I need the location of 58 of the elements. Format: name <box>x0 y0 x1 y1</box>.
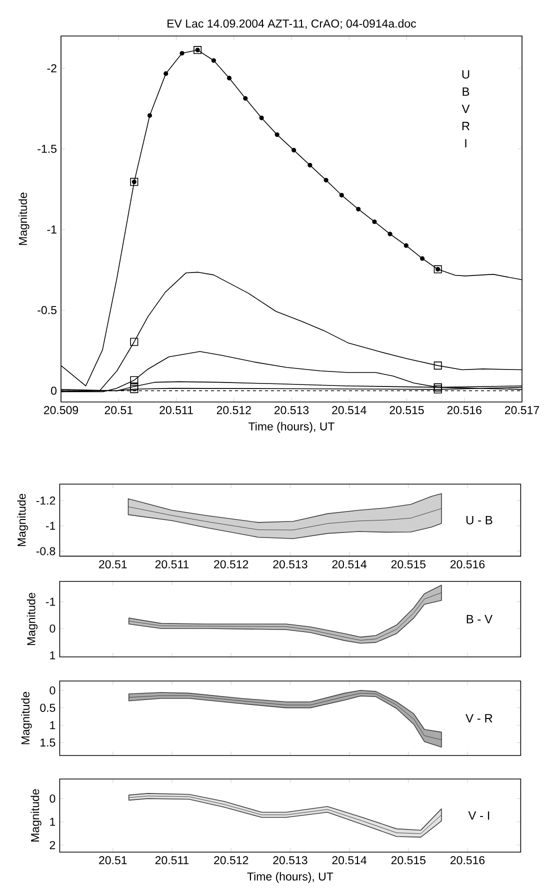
y-axis-title: Magnitude <box>30 789 42 842</box>
y-tick-label: -0.5 <box>38 306 56 314</box>
annotation: U <box>462 70 470 79</box>
annotation: B <box>462 88 470 96</box>
y-tick-label: -1.2 <box>36 496 56 505</box>
y-tick-label: 1 <box>50 721 56 730</box>
x-tick-label: 20.517 <box>504 406 539 414</box>
y-axis-title: Magnitude <box>21 692 32 744</box>
y-tick-label: 1.5 <box>40 738 56 747</box>
x-tick-label: 20.515 <box>390 406 424 414</box>
annotation: V <box>462 104 470 113</box>
x-tick-label: 20.514 <box>332 406 366 414</box>
y-tick-label: 0 <box>50 624 56 633</box>
x-tick-label: 20.513 <box>273 856 308 864</box>
y-tick-label: -1.5 <box>38 144 56 153</box>
y-tick-label: 0 <box>51 386 57 395</box>
x-tick-label: 20.511 <box>155 856 189 864</box>
x-tick-label: 20.515 <box>391 560 426 568</box>
annotation: R <box>462 122 470 130</box>
x-tick-label: 20.511 <box>160 406 193 414</box>
y-tick-label: 2 <box>50 841 56 850</box>
chart-title: EV Lac 14.09.2004 AZT-11, CrAO; 04-0914a.doc <box>168 19 416 29</box>
text: V - I <box>468 811 490 820</box>
y-tick-label: 0 <box>50 686 56 694</box>
y-tick-label: -1 <box>47 226 56 234</box>
x-tick-label: 20.51 <box>104 406 132 414</box>
x-tick-label: 20.516 <box>447 406 482 414</box>
y-tick-label: -2 <box>47 64 56 72</box>
y-tick-label: 0.5 <box>40 704 56 712</box>
y-tick-label: 0 <box>50 794 56 803</box>
text: U - B <box>466 516 492 524</box>
x-tick-label: 20.512 <box>214 856 248 864</box>
x-tick-label: 20.514 <box>332 856 367 864</box>
y-tick-label: 1 <box>50 818 56 826</box>
y-tick-label: -1 <box>46 522 56 530</box>
y-tick-label: -0.8 <box>36 547 56 556</box>
x-tick-label: 20.511 <box>155 560 189 568</box>
x-axis-title: Time (hours), UT <box>247 872 334 883</box>
x-tick-label: 20.51 <box>99 856 127 864</box>
x-tick-label: 20.51 <box>99 560 127 568</box>
x-tick-label: 20.516 <box>450 856 485 864</box>
x-tick-label: 20.512 <box>216 406 251 414</box>
x-tick-label: 20.509 <box>44 406 78 414</box>
text: B - V <box>466 615 492 624</box>
y-axis-title: Magnitude <box>26 592 38 646</box>
x-axis-title: Time (hours), UT <box>248 422 334 433</box>
y-axis-title: Magnitude <box>17 494 28 546</box>
x-tick-label: 20.512 <box>214 560 248 568</box>
x-tick-label: 20.516 <box>450 560 485 568</box>
x-tick-label: 20.513 <box>273 560 308 568</box>
annotation: I <box>465 139 466 148</box>
x-tick-label: 20.515 <box>391 856 426 864</box>
y-axis-title: Magnitude <box>18 192 30 245</box>
y-tick-label: 1 <box>50 651 56 660</box>
x-tick-label: 20.513 <box>274 406 309 414</box>
y-tick-label: -1 <box>46 598 56 606</box>
text: V - R <box>466 714 492 722</box>
x-tick-label: 20.514 <box>332 560 367 568</box>
